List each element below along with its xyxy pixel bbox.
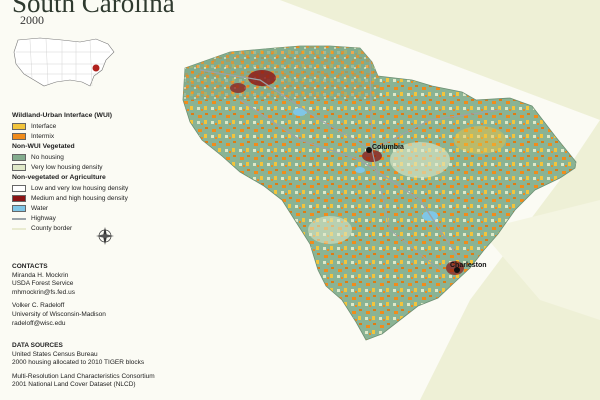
map-subtitle: 2000	[20, 13, 44, 27]
contact-org: University of Wisconsin-Madison	[12, 310, 106, 318]
legend-swatch	[12, 184, 26, 192]
legend-swatch	[12, 204, 26, 212]
city-label-columbia: Columbia	[372, 144, 404, 151]
contact-email-link[interactable]: radeloff@wisc.edu	[12, 319, 66, 327]
source-line: 2000 housing allocated to 2010 TIGER blo…	[12, 359, 145, 367]
legend-heading-nonwui: Non-WUI Vegetated	[12, 143, 75, 150]
ocean-band-2	[480, 200, 600, 320]
sources-block: DATA SOURCES United States Census Bureau…	[12, 342, 155, 390]
legend-label: Highway	[31, 214, 56, 222]
contact-name: Volker C. Radeloff	[12, 302, 65, 310]
map-title: South Carolina	[12, 0, 175, 18]
legend-swatch	[12, 122, 26, 130]
legend-swatch	[12, 163, 26, 171]
legend-label: Medium and high housing density	[31, 194, 128, 202]
contact-email-link[interactable]: mhmockrin@fs.fed.us	[12, 288, 75, 296]
legend-item-county-border: County border	[12, 223, 162, 233]
legend-line-swatch	[12, 215, 26, 222]
compass-rose-icon	[96, 227, 114, 245]
legend-swatch	[12, 132, 26, 140]
legend-heading-nonveg: Non-vegetated or Agriculture	[12, 174, 106, 181]
legend-item-highway: Highway	[12, 213, 162, 223]
legend-label: Water	[31, 204, 49, 212]
legend-item-water: Water	[12, 203, 162, 213]
legend-label: County border	[31, 224, 73, 232]
contacts-block: CONTACTS Miranda H. Mockrin USDA Forest …	[12, 263, 106, 328]
source-line: Multi-Resolution Land Characteristics Co…	[12, 372, 155, 380]
legend-label: No housing	[31, 153, 64, 161]
city-label-charleston: Charleston	[450, 262, 487, 269]
us-outline	[13, 37, 115, 87]
legend-swatch	[12, 153, 26, 161]
source-line: United States Census Bureau	[12, 350, 98, 358]
source-line: 2001 National Land Cover Dataset (NLCD)	[12, 381, 136, 389]
legend-swatch	[12, 194, 26, 202]
contact-name: Miranda H. Mockrin	[12, 271, 69, 279]
legend-item-no-housing: No housing	[12, 152, 162, 162]
legend-label: Very low housing density	[31, 163, 103, 171]
contact-org: USDA Forest Service	[12, 280, 74, 288]
legend-label: Interface	[31, 122, 57, 130]
legend-label: Intermix	[31, 132, 55, 140]
legend-heading-wui: Wildland-Urban Interface (WUI)	[12, 112, 113, 119]
legend-item-interface: Interface	[12, 121, 162, 131]
contacts-heading: CONTACTS	[12, 263, 48, 270]
legend: Wildland-Urban Interface (WUI) Interface…	[12, 110, 162, 233]
landcover-patches	[183, 46, 506, 275]
city-marker-charleston: Charleston	[450, 262, 487, 273]
legend-item-low-density: Low and very low housing density	[12, 183, 162, 193]
legend-item-intermix: Intermix	[12, 131, 162, 141]
legend-item-medium-high-density: Medium and high housing density	[12, 193, 162, 203]
city-marker-columbia: Columbia	[366, 144, 404, 153]
legend-label: Low and very low housing density	[31, 184, 129, 192]
sources-heading: DATA SOURCES	[12, 342, 63, 349]
ocean-band	[280, 0, 600, 400]
legend-item-very-low-density: Very low housing density	[12, 162, 162, 172]
legend-line-swatch	[12, 225, 26, 232]
south-carolina-highlight	[92, 64, 100, 72]
inset-us-map	[13, 37, 115, 87]
